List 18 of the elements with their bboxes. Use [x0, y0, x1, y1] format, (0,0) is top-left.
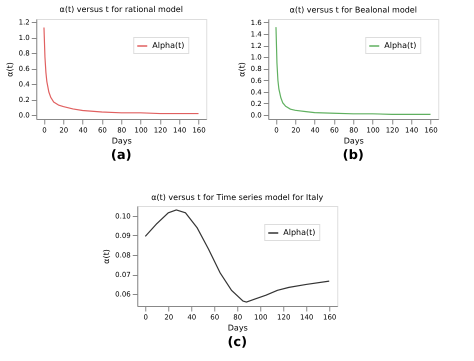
y-axis-title: α(t) [102, 249, 112, 264]
x-axis-title: Days [112, 136, 132, 146]
text: (a) [110, 148, 132, 163]
legend-label: Alpha(t) [152, 41, 184, 50]
legend-label: Alpha(t) [384, 41, 416, 50]
text: (b) [342, 148, 364, 163]
legend-label: Alpha(t) [283, 228, 316, 237]
line-series [43, 26, 200, 114]
text: (c) [227, 335, 248, 350]
line-series [275, 26, 432, 115]
line-series [144, 209, 330, 303]
y-axis-title: α(t) [238, 62, 247, 77]
x-axis-title: Days [228, 324, 248, 332]
chart-title: α(t) versus t for Bealonal model [290, 5, 417, 14]
x-axis-title: Days [344, 136, 364, 146]
chart-title: α(t) versus t for rational model [60, 5, 183, 14]
y-axis-title: α(t) [6, 62, 15, 77]
chart-title: α(t) versus t for Time series model for Italy [151, 193, 324, 202]
